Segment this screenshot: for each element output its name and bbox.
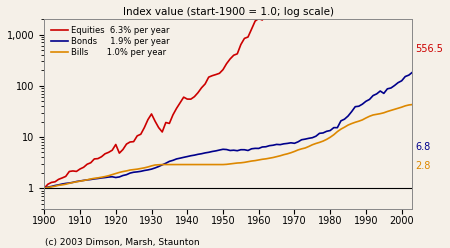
- Text: (c) 2003 Dimson, Marsh, Staunton: (c) 2003 Dimson, Marsh, Staunton: [45, 238, 200, 247]
- Title: Index value (start-1900 = 1.0; log scale): Index value (start-1900 = 1.0; log scale…: [123, 7, 334, 17]
- Legend: Equities  6.3% per year, Bonds     1.9% per year, Bills       1.0% per year: Equities 6.3% per year, Bonds 1.9% per y…: [49, 23, 172, 60]
